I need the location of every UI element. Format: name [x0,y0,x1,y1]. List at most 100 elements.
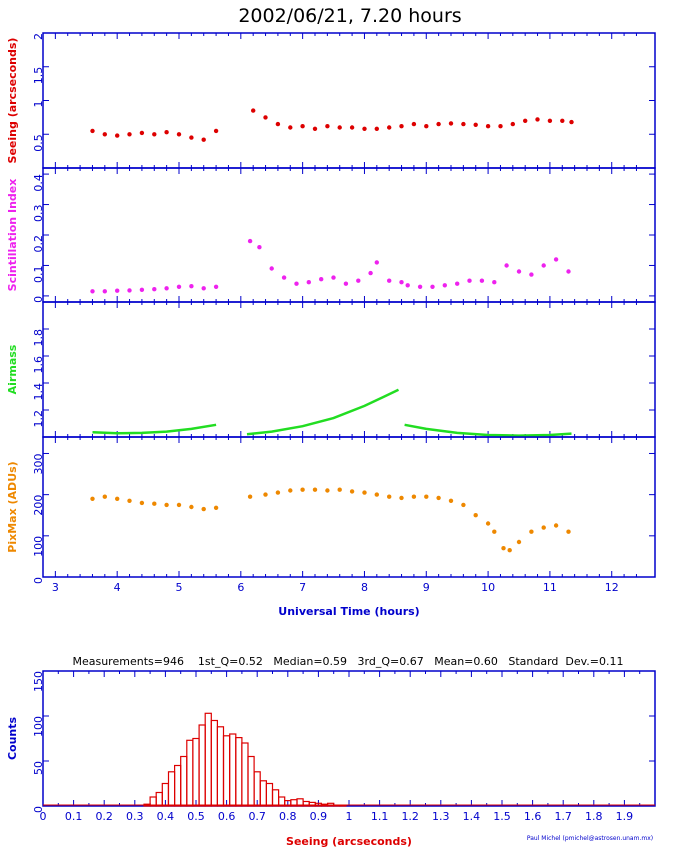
data-point [115,496,120,501]
data-point [461,121,466,127]
x-tick-label: 1.4 [463,810,481,823]
y-tick-label: 0.3 [32,205,45,223]
data-point [349,125,355,130]
y-tick-label: 100 [32,716,45,737]
data-point [325,124,330,129]
data-point [566,529,571,534]
y-tick-label: 150 [32,671,45,692]
y-tick-label: 0.2 [32,235,45,253]
data-point [102,132,108,137]
data-point [455,281,460,286]
data-point [139,130,145,136]
x-tick-label: 1.3 [432,810,450,823]
histogram-frame [42,670,656,807]
x-tick-label: 0.5 [187,810,205,823]
data-point [269,266,274,271]
data-point [164,502,169,508]
data-point [251,108,256,113]
seeing-panel: 0.5 1 1.5 2 Seeing (arcseconds) [6,32,656,169]
data-point [201,506,206,512]
y-tick-label: 1.4 [32,383,45,401]
data-point [306,280,311,285]
data-point [411,121,417,127]
y-tick-label: 0.4 [32,174,45,192]
y-tick-label: 0 [32,296,45,303]
data-point [417,284,423,289]
histogram-bar [216,726,225,807]
histogram-bar [180,755,188,807]
y-tick-label: 1.6 [32,356,45,374]
seeing-histogram-panel: 0 50 100 150 0 0.1 0.2 0.3 0.4 0.5 0.6 0.7 0.8 0.9 1 1.… [6,670,656,848]
histogram-bar [186,739,194,807]
x-tick-label: 3 [52,581,59,594]
data-point [569,119,574,125]
x-tick-label: 7 [299,581,306,594]
data-point [275,121,281,127]
x-tick-label: 1.9 [616,810,634,823]
histogram-bar [167,771,176,807]
data-point [362,126,367,131]
x-tick-label: 9 [423,581,430,594]
histogram-bar [265,782,274,807]
x-tick-label: 0 [40,810,47,823]
data-point [247,238,253,244]
chart-title: 2002/06/21, 7.20 hours [238,5,461,27]
data-point [399,280,404,285]
x-tick-label: 4 [114,581,121,594]
airmass-panel: 1.2 1.4 1.6 1.8 Airmass [6,301,656,438]
data-point [102,494,108,499]
data-point [247,494,253,499]
histogram-bar [198,724,206,807]
pixmax-panel: 0 100 200 300 PixMax (ADUs) 3 4 5 6 7 8 9 10 11 12 Univ… [6,436,656,618]
data-point [263,492,268,497]
histogram-bar [174,764,182,807]
data-point [516,269,522,274]
y-tick-label: 200 [32,495,45,516]
data-point [362,490,367,495]
data-point [319,277,324,282]
data-point [374,492,379,497]
y-axis-label: PixMax (ADUs) [6,461,19,552]
data-point [152,287,157,292]
data-point [300,487,305,492]
data-point [510,121,515,127]
data-point [127,132,132,137]
data-point [176,502,182,508]
x-tick-label: 1.7 [554,810,572,823]
x-tick-label: 0.6 [218,810,236,823]
data-point [90,289,95,294]
data-point [535,117,540,122]
data-point [337,125,342,130]
data-point [176,132,182,137]
histogram-stats: Measurements=946 1st_Q=0.52 Median=0.59 … [72,655,623,668]
panel-frame [42,301,656,438]
data-point [516,539,522,545]
y-tick-label: 100 [32,536,45,557]
data-point [288,125,293,130]
data-point [529,272,534,277]
data-point [213,284,219,289]
data-point [467,278,472,283]
data-point [387,494,392,499]
x-tick-label: 0.9 [310,810,328,823]
data-point [349,489,355,494]
x-tick-label: 0.7 [248,810,266,823]
data-point [541,263,546,268]
data-point [411,494,417,499]
data-point [189,284,194,289]
data-point [337,487,342,492]
data-point [541,525,546,530]
data-point [529,529,534,534]
data-point [461,502,466,508]
x-tick-label: 6 [237,581,244,594]
x-tick-label: 1 [346,810,353,823]
x-tick-label: 12 [605,581,619,594]
data-point [566,269,571,274]
data-point [492,529,497,534]
data-point [405,283,410,288]
histogram-bar [247,755,255,807]
data-point [300,124,305,129]
data-point [368,270,373,276]
data-point [115,288,120,293]
scintillation-panel: 0 0.1 0.2 0.3 0.4 Scintillation Index [6,167,656,303]
